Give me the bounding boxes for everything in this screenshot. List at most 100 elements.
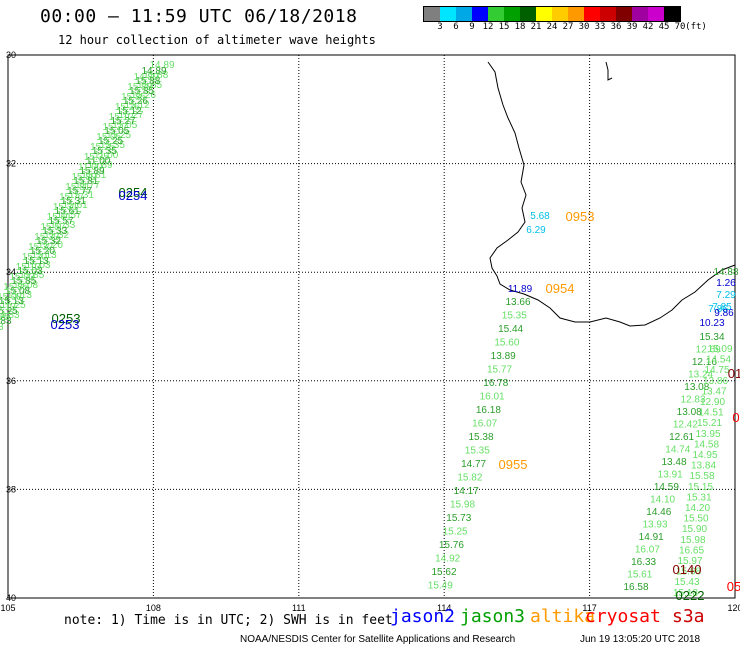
swh-value: 15.13 (7, 290, 32, 301)
swh-value: 15.05 (112, 120, 137, 131)
swh-value: 15.15 (688, 482, 713, 493)
swh-value: 15.77 (487, 365, 512, 376)
swh-value: 15.58 (689, 471, 714, 482)
swh-value: 14.83 (0, 310, 20, 321)
swh-value: 15.05 (104, 126, 129, 137)
swh-value: 15.90 (682, 524, 707, 535)
swh-value: 13.08 (684, 382, 709, 393)
color-swatch (616, 7, 632, 21)
swh-value: 15.03 (17, 266, 42, 277)
lon-tick-label: 114 (437, 603, 451, 613)
swh-value: 16.58 (623, 582, 648, 593)
lat-tick-label: 40 (6, 593, 16, 603)
swh-value: 15.20 (30, 246, 55, 257)
swh-value: 15.57 (48, 216, 73, 227)
swh-value: 15.98 (680, 535, 705, 546)
swh-value: 15.57 (56, 210, 81, 221)
swh-value: 15.27 (102, 122, 127, 133)
lon-tick-label: 105 (0, 603, 15, 613)
swh-value: 15.08 (13, 280, 38, 291)
swh-value: 15.35 (465, 446, 490, 457)
swh-value: 14.46 (646, 507, 671, 518)
color-scale-label: 70 (674, 22, 686, 32)
color-scale-label: 24 (546, 22, 558, 32)
color-swatch (424, 7, 440, 21)
swh-value: 16.33 (631, 557, 656, 568)
swh-value: 13.66 (505, 297, 530, 308)
swh-value: 15.61 (63, 200, 88, 211)
swh-value-point: 7.29 (716, 290, 736, 301)
swh-value: 11.00 (86, 156, 111, 167)
swh-value: 15.25 (1, 300, 26, 311)
swh-value: 15.13 (0, 302, 16, 313)
orbit-time-stamp: 0253 (51, 317, 80, 332)
swh-value: 12.69 (696, 345, 721, 356)
swh-value: 14.83 (0, 322, 4, 333)
swh-value: 15.85 (11, 276, 36, 287)
swh-value: 15.35 (502, 311, 527, 322)
swh-value: 15.31 (61, 196, 86, 207)
swh-value: 15.26 (131, 90, 156, 101)
swh-value: 15.88 (127, 82, 152, 93)
color-scale-label: 36 (610, 22, 622, 32)
swh-value: 15.35 (84, 152, 109, 163)
swh-value: 12.83 (680, 395, 705, 406)
swh-value: 13.89 (491, 351, 516, 362)
color-scale-label: 45 (658, 22, 670, 32)
swh-value: 12.16 (692, 357, 717, 368)
swh-value: 14.10 (650, 495, 675, 506)
swh-value: 13.24 (688, 370, 713, 381)
swh-value: 15.13 (32, 250, 57, 261)
footer-credit: NOAA/NESDIS Center for Satellite Applica… (240, 634, 516, 645)
swh-value: 15.35 (92, 146, 117, 157)
swh-value: 15.85 (129, 86, 154, 97)
color-swatch (664, 7, 680, 21)
swh-value: 15.13 (24, 256, 49, 267)
swh-value: 15.32 (28, 242, 53, 253)
swh-value: 12.90 (700, 397, 725, 408)
swh-value: 15.88 (135, 76, 160, 87)
swh-value: 15.31 (686, 492, 711, 503)
swh-value: 15.05 (96, 132, 121, 143)
color-swatch (584, 7, 600, 21)
swh-value: 15.25 (90, 142, 115, 153)
color-scale-label: 21 (530, 22, 542, 32)
color-swatch (568, 7, 584, 21)
swh-value: 15.76 (439, 540, 464, 551)
swh-value: 15.61 (47, 212, 72, 223)
legend-cryosat: cryosat (585, 606, 661, 627)
swh-value: 14.89 (149, 60, 174, 71)
swh-value: 16.07 (472, 419, 497, 430)
swh-value: 16.18 (476, 405, 501, 416)
swh-value: 15.98 (450, 500, 475, 511)
swh-value: 15.88 (143, 70, 168, 81)
swh-value: 15.26 (115, 102, 140, 113)
color-scale-label: 42 (642, 22, 654, 32)
lon-tick-label: 117 (582, 603, 596, 613)
color-swatch (648, 7, 664, 21)
color-scale-label: 39 (626, 22, 638, 32)
swh-value: 15.68 (676, 567, 701, 578)
swh-value: 15.85 (3, 282, 28, 293)
lon-tick-label: 111 (292, 603, 306, 613)
color-swatch (520, 7, 536, 21)
swh-value: 15.27 (118, 110, 143, 121)
swh-value: 13.95 (695, 429, 720, 440)
swh-value: 15.89 (79, 166, 104, 177)
lon-tick-label: 108 (146, 603, 161, 613)
orbit-time-stamp: 0955 (499, 457, 528, 472)
swh-value: 15.89 (71, 172, 96, 183)
swh-value: 15.25 (98, 136, 123, 147)
swh-value: 12.42 (673, 420, 698, 431)
lat-tick-label: 32 (6, 159, 16, 169)
swh-value: 13.84 (691, 461, 716, 472)
legend-altika: altika (530, 606, 596, 627)
swh-value: 15.31 (69, 190, 94, 201)
swh-value: 16.01 (480, 392, 505, 403)
coastline (487, 61, 736, 327)
lat-tick-label: 30 (6, 50, 16, 60)
swh-value: 15.08 (5, 286, 30, 297)
color-swatch (456, 7, 472, 21)
color-swatch (552, 7, 568, 21)
swh-value: 15.09 (707, 344, 732, 355)
